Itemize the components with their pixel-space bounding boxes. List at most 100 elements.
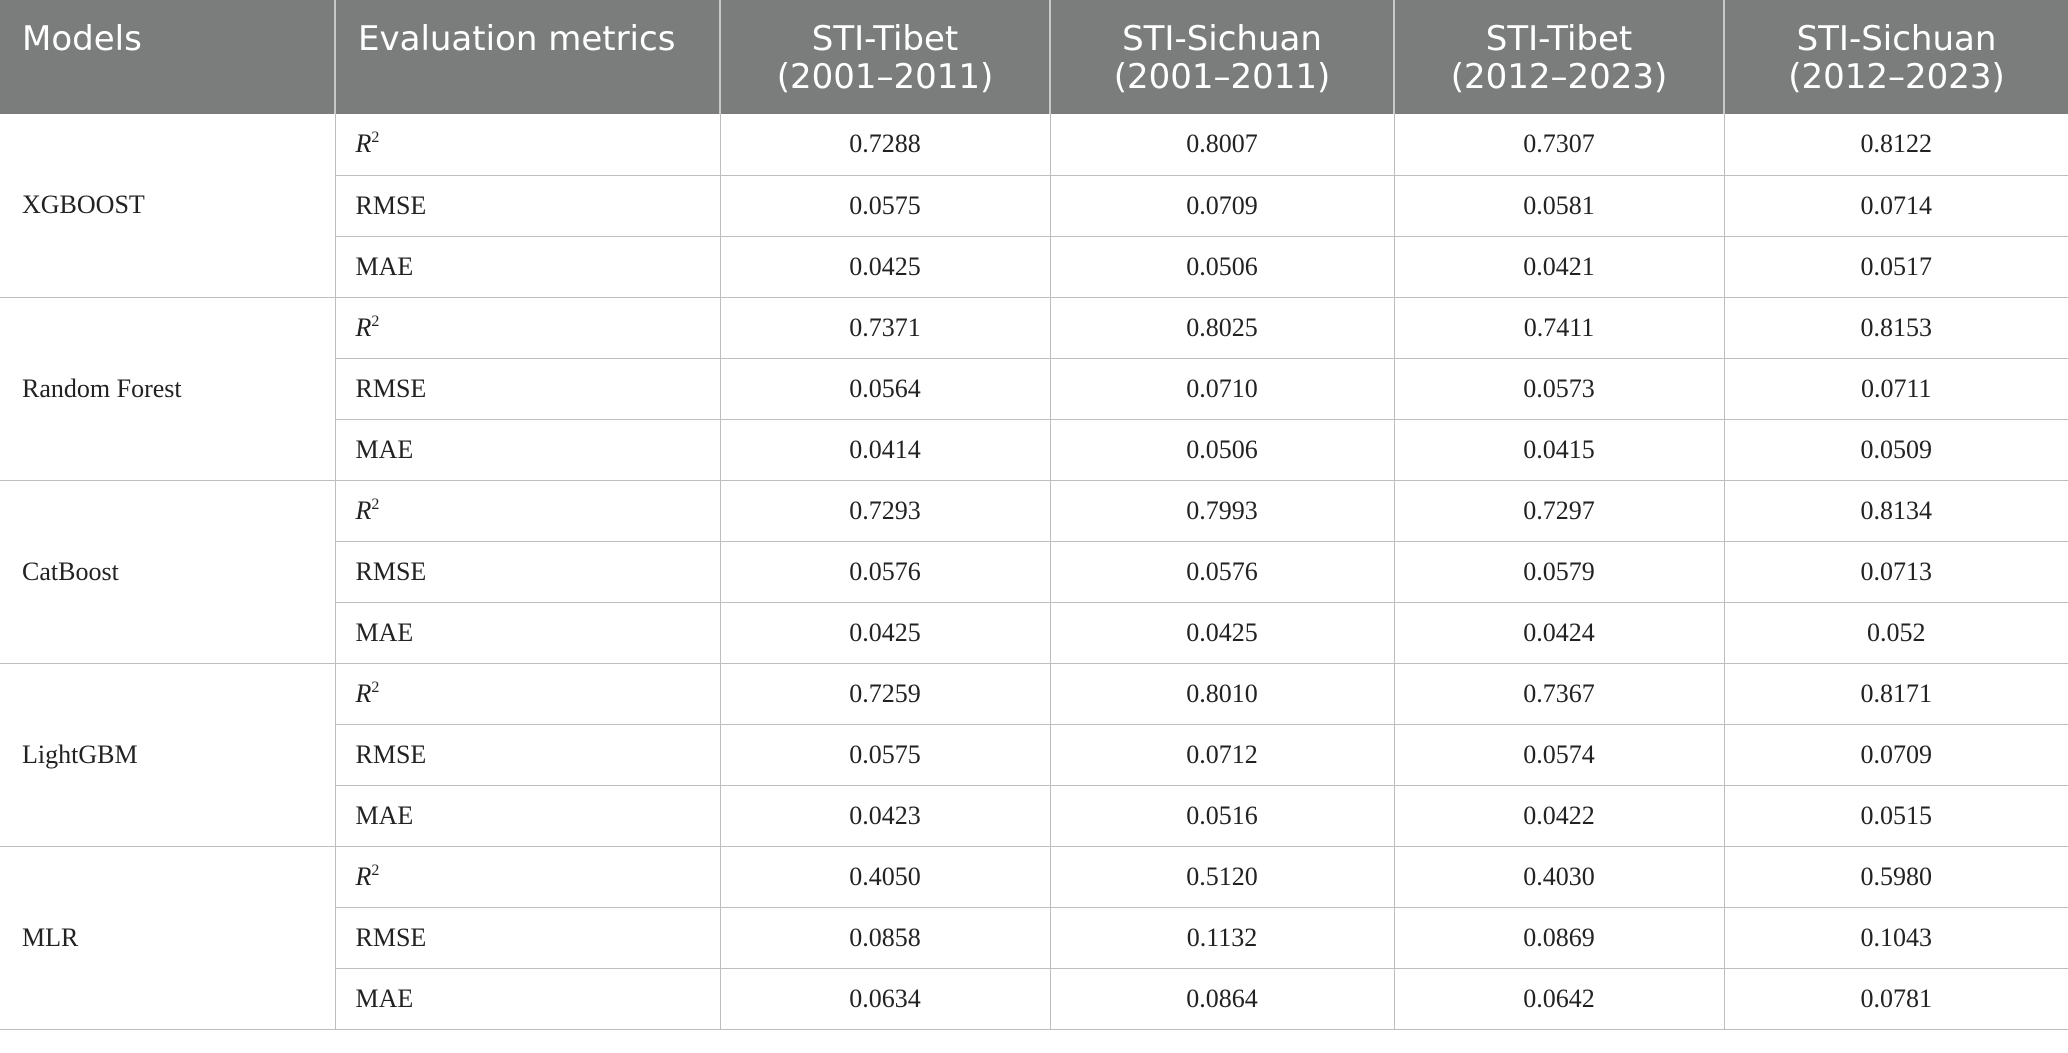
header-sti-sichuan-2012-2023: STI-Sichuan (2012–2023) (1723, 0, 2068, 114)
table-row: MAE 0.0425 0.0425 0.0424 0.052 (0, 601, 2068, 664)
value-cell: 0.0575 (719, 723, 1051, 786)
metric-r2-superscript: 2 (371, 678, 380, 696)
model-name-cell: LightGBM (0, 662, 336, 847)
metric-r2-superscript: 2 (371, 129, 380, 147)
value-cell: 0.0579 (1393, 540, 1725, 603)
value-cell: 0.0581 (1393, 174, 1725, 237)
model-name-cell: XGBOOST (0, 114, 336, 298)
header-col-1-line-1: STI-Tibet (811, 19, 959, 59)
value-cell: 0.0713 (1723, 540, 2068, 603)
table-row: XGBOOST R2 0.7288 0.8007 0.7307 0.8122 (0, 114, 2068, 298)
value-cell: 0.0709 (1723, 723, 2068, 786)
metric-mae-cell: MAE (335, 601, 721, 664)
value-cell: 0.7293 (719, 479, 1051, 542)
value-cell: 0.0414 (719, 418, 1051, 481)
value-cell: 0.7411 (1393, 296, 1725, 359)
header-sti-tibet-2012-2023: STI-Tibet (2012–2023) (1393, 0, 1724, 114)
table-row: RMSE 0.0575 0.0709 0.0581 0.0714 (0, 174, 2068, 237)
value-cell: 0.0509 (1723, 418, 2068, 481)
model-name-cell: MLR (0, 845, 336, 1030)
value-cell: 0.0576 (1049, 540, 1395, 603)
value-cell: 0.7371 (719, 296, 1051, 359)
value-cell: 0.8122 (1723, 114, 2068, 176)
value-cell: 0.7297 (1393, 479, 1725, 542)
value-cell: 0.4050 (719, 845, 1051, 908)
value-cell: 0.0516 (1049, 784, 1395, 847)
value-cell: 0.0869 (1393, 906, 1725, 969)
table-header: Models Evaluation metrics STI-Tibet (200… (0, 0, 2068, 114)
header-col-1-line-2: (2001–2011) (776, 57, 994, 97)
value-cell: 0.0634 (719, 967, 1051, 1030)
metric-r2-cell: R2 (334, 662, 721, 725)
metric-r2-superscript: 2 (371, 312, 380, 330)
value-cell: 0.0421 (1393, 235, 1725, 298)
table-row: RMSE 0.0575 0.0712 0.0574 0.0709 (0, 723, 2068, 786)
metric-rmse-cell: RMSE (335, 906, 721, 969)
value-cell: 0.0425 (719, 601, 1051, 664)
value-cell: 0.8153 (1723, 296, 2068, 359)
metric-r2-label: R (355, 861, 372, 891)
metric-r2-superscript: 2 (371, 861, 380, 879)
value-cell: 0.7259 (719, 662, 1051, 725)
header-col-4-line-1: STI-Sichuan (1796, 19, 1997, 59)
value-cell: 0.0425 (719, 235, 1051, 298)
table-row: MAE 0.0425 0.0506 0.0421 0.0517 (0, 235, 2068, 298)
value-cell: 0.0712 (1049, 723, 1395, 786)
value-cell: 0.0573 (1393, 357, 1725, 420)
table-row: MAE 0.0423 0.0516 0.0422 0.0515 (0, 784, 2068, 847)
value-cell: 0.5980 (1723, 845, 2068, 908)
value-cell: 0.0709 (1049, 174, 1395, 237)
value-cell: 0.0423 (719, 784, 1051, 847)
value-cell: 0.0864 (1049, 967, 1395, 1030)
value-cell: 0.0575 (719, 174, 1051, 237)
header-col-2-line-1: STI-Sichuan (1122, 19, 1322, 59)
header-sti-sichuan-2001-2011: STI-Sichuan (2001–2011) (1049, 0, 1394, 114)
value-cell: 0.0711 (1723, 357, 2068, 420)
model-name-cell: Random Forest (0, 296, 336, 481)
header-col-4-line-2: (2012–2023) (1788, 57, 2005, 97)
header-evaluation-metrics: Evaluation metrics (334, 0, 720, 114)
value-cell: 0.0506 (1049, 418, 1395, 481)
value-cell: 0.7993 (1049, 479, 1395, 542)
table-row: MAE 0.0634 0.0864 0.0642 0.0781 (0, 967, 2068, 1030)
value-cell: 0.7367 (1393, 662, 1725, 725)
metric-r2-cell: R2 (334, 845, 721, 908)
metric-mae-cell: MAE (335, 967, 721, 1030)
results-table: Models Evaluation metrics STI-Tibet (200… (0, 0, 2068, 1030)
value-cell: 0.0576 (719, 540, 1051, 603)
value-cell: 0.0710 (1049, 357, 1395, 420)
table-row: RMSE 0.0564 0.0710 0.0573 0.0711 (0, 357, 2068, 420)
metric-r2-label: R (355, 129, 372, 159)
metric-rmse-cell: RMSE (335, 723, 721, 786)
metric-r2-cell: R2 (334, 296, 721, 359)
metric-r2-label: R (355, 495, 372, 525)
value-cell: 0.052 (1723, 601, 2068, 664)
value-cell: 0.0515 (1723, 784, 2068, 847)
metric-rmse-cell: RMSE (335, 540, 721, 603)
header-col-3-line-2: (2012–2023) (1450, 57, 1668, 97)
value-cell: 0.0422 (1393, 784, 1725, 847)
value-cell: 0.0506 (1049, 235, 1395, 298)
table-row: Random Forest R2 0.7371 0.8025 0.7411 0.8153 (0, 296, 2068, 481)
value-cell: 0.0781 (1723, 967, 2068, 1030)
table-row: LightGBM R2 0.7259 0.8010 0.7367 0.8171 (0, 662, 2068, 847)
value-cell: 0.0424 (1393, 601, 1725, 664)
value-cell: 0.0415 (1393, 418, 1725, 481)
metric-mae-cell: MAE (335, 784, 721, 847)
metric-r2-label: R (355, 312, 372, 342)
model-name-cell: CatBoost (0, 479, 336, 664)
metric-rmse-cell: RMSE (335, 357, 721, 420)
value-cell: 0.8007 (1049, 114, 1395, 176)
value-cell: 0.0858 (719, 906, 1051, 969)
metric-mae-cell: MAE (335, 418, 721, 481)
metric-rmse-cell: RMSE (335, 174, 721, 237)
table-body: XGBOOST R2 0.7288 0.8007 0.7307 0.8122 RMSE 0.0… (0, 114, 2068, 1030)
value-cell: 0.0714 (1723, 174, 2068, 237)
value-cell: 0.0517 (1723, 235, 2068, 298)
value-cell: 0.1132 (1049, 906, 1395, 969)
table-row: MLR R2 0.4050 0.5120 0.4030 0.5980 (0, 845, 2068, 1030)
value-cell: 0.8010 (1049, 662, 1395, 725)
table-row: RMSE 0.0576 0.0576 0.0579 0.0713 (0, 540, 2068, 603)
header-row: Models Evaluation metrics STI-Tibet (200… (0, 0, 2068, 114)
value-cell: 0.0642 (1393, 967, 1725, 1030)
